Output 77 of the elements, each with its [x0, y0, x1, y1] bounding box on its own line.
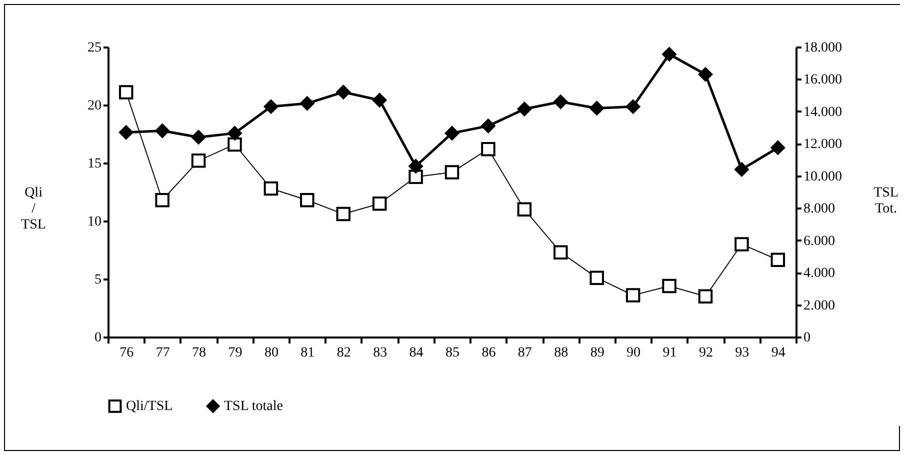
y2-axis-title: TSL Tot.	[874, 186, 898, 216]
x-tick-label: 87	[518, 346, 532, 360]
point	[336, 206, 350, 222]
point	[517, 202, 532, 217]
y2-tick-label: 6.000	[804, 234, 835, 249]
legend-label: TSL totale	[224, 399, 283, 414]
point	[372, 93, 387, 108]
point	[626, 288, 640, 302]
point	[626, 99, 640, 114]
x-tick-label: 93	[735, 346, 750, 360]
point	[662, 278, 676, 294]
y-tick-label: 5	[94, 272, 102, 288]
point	[264, 99, 278, 114]
x-tick-label: 77	[156, 346, 170, 360]
y-tick-label: 25	[88, 40, 102, 56]
point	[554, 245, 568, 260]
point	[734, 237, 749, 252]
y2-tick-label: 8.000	[804, 202, 835, 217]
x-tick-label: 81	[300, 346, 315, 360]
point	[517, 102, 532, 116]
point	[118, 125, 134, 140]
y2-tick-label: 12.000	[804, 137, 842, 152]
point	[481, 142, 496, 156]
y-axis-title: Qli / TSL	[21, 186, 46, 232]
point	[444, 126, 460, 140]
point	[228, 137, 242, 152]
point	[300, 192, 314, 208]
point	[191, 130, 206, 144]
x-tick-label: 88	[554, 346, 568, 360]
y2-tick-label: 10.000	[804, 169, 842, 184]
x-tick-label: 91	[662, 346, 677, 360]
point	[118, 85, 134, 100]
y2-tick-label: 2.000	[804, 298, 835, 314]
x-tick-label: 83	[373, 346, 388, 360]
point	[698, 289, 713, 304]
x-tick-label: 90	[626, 346, 641, 360]
point	[191, 154, 206, 168]
legend-label: Qli/TSL	[126, 399, 173, 414]
point	[481, 118, 496, 134]
point	[228, 126, 242, 140]
point	[770, 140, 786, 155]
y2-tick-label: 14.000	[804, 104, 842, 120]
y-tick-label: 10	[88, 214, 102, 230]
point	[444, 165, 460, 180]
point	[372, 196, 387, 211]
point	[336, 84, 350, 100]
x-tick-label: 76	[120, 346, 134, 360]
point	[408, 170, 423, 184]
y2-tick-label: 18.000	[804, 40, 842, 56]
x-tick-label: 89	[590, 346, 604, 360]
point	[590, 270, 604, 285]
y-tick-label: 15	[88, 156, 102, 172]
y-tick-label: 0	[94, 330, 102, 346]
x-tick-label: 79	[228, 346, 242, 360]
point	[264, 181, 278, 196]
point	[770, 252, 786, 267]
point	[590, 101, 604, 116]
y-tick-label: 20	[88, 98, 102, 114]
x-tick-label: 85	[446, 346, 460, 360]
y2-tick-label: 4.000	[804, 266, 835, 282]
x-tick-label: 84	[409, 346, 424, 360]
y2-tick-label: 16.000	[804, 72, 842, 88]
x-tick-label: 92	[698, 346, 713, 360]
point	[662, 47, 676, 62]
point	[300, 96, 314, 111]
x-tick-label: 94	[771, 346, 786, 360]
point	[554, 94, 568, 109]
x-tick-label: 82	[336, 346, 351, 360]
point	[698, 67, 713, 82]
point	[155, 192, 170, 208]
point	[408, 159, 423, 174]
x-tick-label: 80	[264, 346, 278, 360]
y2-tick-label: 0	[804, 330, 810, 346]
x-tick-label: 78	[192, 346, 206, 360]
point	[155, 124, 170, 138]
point	[734, 162, 749, 177]
x-tick-label: 86	[482, 346, 496, 360]
